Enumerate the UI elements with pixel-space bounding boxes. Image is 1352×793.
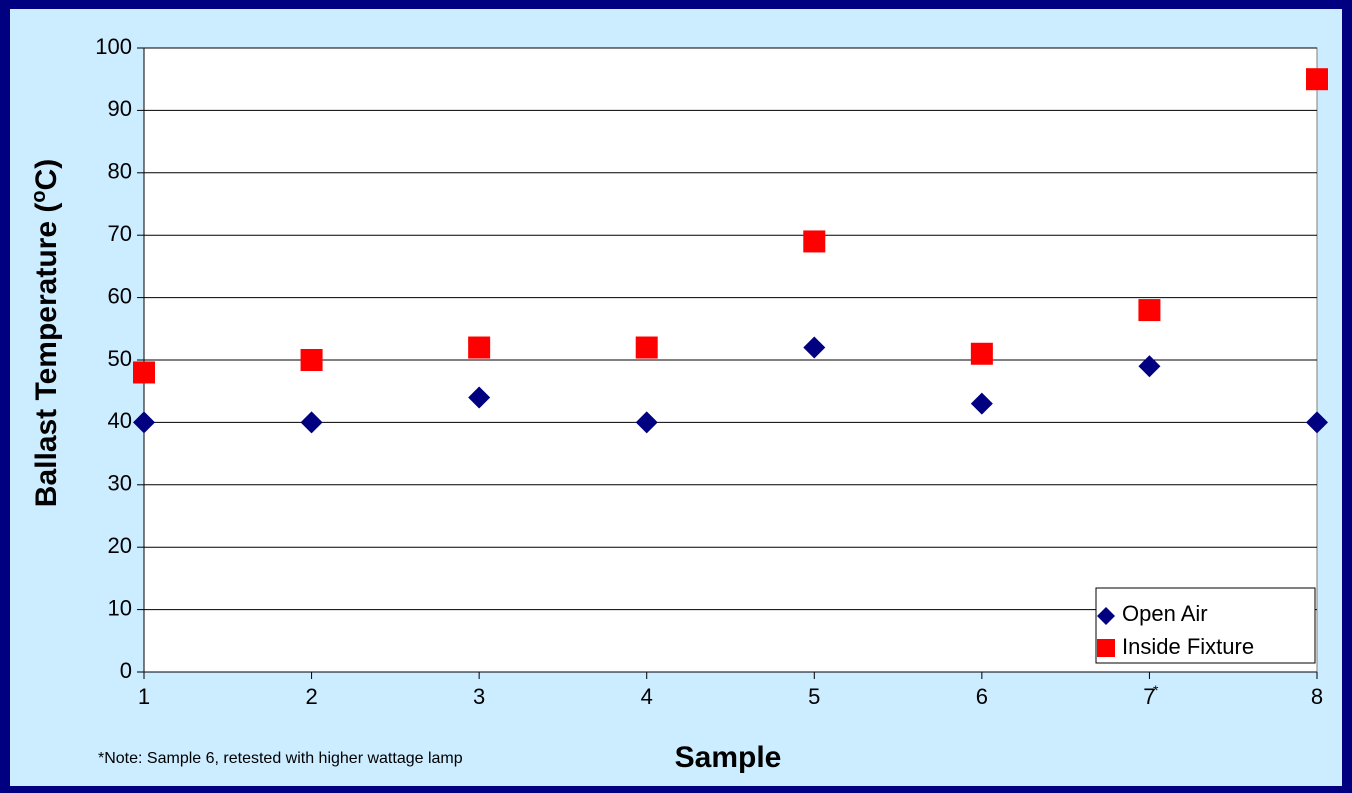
y-axis-ticks: 0 10 20 30 40 50 60 70 80 90 100 <box>95 34 144 683</box>
footnote: *Note: Sample 6, retested with higher wa… <box>98 750 463 767</box>
plot-area: 0 10 20 30 40 50 60 70 80 90 100 1 2 3 4 5 6 7 8 <box>95 34 1328 709</box>
inside-fixture-point <box>970 342 993 365</box>
open-air-point <box>970 392 993 415</box>
y-tick-label: 20 <box>108 533 132 558</box>
x-tick-label: 1 <box>138 684 150 709</box>
data-points <box>133 68 1328 434</box>
y-tick-label: 70 <box>108 221 132 246</box>
y-tick-label: 50 <box>108 346 132 371</box>
y-axis-title: Ballast Temperature (oC) <box>28 159 63 507</box>
inside-fixture-point <box>133 361 155 384</box>
legend-label-open-air: Open Air <box>1122 601 1208 626</box>
inside-fixture-point <box>468 336 491 359</box>
legend-diamond-icon <box>1097 607 1115 625</box>
x-tick-label: 7 <box>1143 684 1155 709</box>
x-tick-label: 2 <box>305 684 317 709</box>
x-tick-label: 5 <box>808 684 820 709</box>
legend: Open Air Inside Fixture <box>1095 587 1316 664</box>
inside-fixture-point <box>803 230 826 253</box>
open-air-point <box>803 336 826 359</box>
open-air-point <box>133 411 155 434</box>
open-air-point <box>1138 355 1161 378</box>
open-air-point <box>300 411 323 434</box>
legend-label-inside-fixture: Inside Fixture <box>1122 634 1254 659</box>
y-tick-label: 40 <box>108 408 132 433</box>
open-air-point <box>1306 411 1328 434</box>
x-tick-label: 4 <box>641 684 653 709</box>
y-tick-label: 30 <box>108 471 132 496</box>
y-tick-label: 10 <box>108 595 132 620</box>
y-tick-label: 90 <box>108 96 132 121</box>
legend-square-icon <box>1097 639 1115 657</box>
legend-box <box>1095 587 1316 664</box>
x-axis-title: Sample <box>675 741 782 774</box>
y-tick-label: 0 <box>120 658 132 683</box>
y-tick-label: 60 <box>108 283 132 308</box>
y-tick-label: 100 <box>95 34 132 59</box>
y-tick-label: 80 <box>108 159 132 184</box>
x-tick-label: 6 <box>976 684 988 709</box>
scatter-chart: 0 10 20 30 40 50 60 70 80 90 100 1 2 3 4 5 6 7 8 * Ballas… <box>28 34 1328 774</box>
chart-frame: 0 10 20 30 40 50 60 70 80 90 100 1 2 3 4 5 6 7 8 * Ballas… <box>10 9 1342 786</box>
inside-fixture-point <box>1138 299 1161 322</box>
open-air-point <box>635 411 658 434</box>
x-tick-label: 8 <box>1311 684 1323 709</box>
inside-fixture-point <box>635 336 658 359</box>
inside-fixture-point <box>300 349 323 371</box>
x-axis-ticks: 1 2 3 4 5 6 7 8 <box>138 672 1323 709</box>
open-air-point <box>468 386 491 409</box>
inside-fixture-point <box>1306 68 1328 91</box>
x-tick-label: 3 <box>473 684 485 709</box>
asterisk-marker: * <box>1153 682 1159 698</box>
